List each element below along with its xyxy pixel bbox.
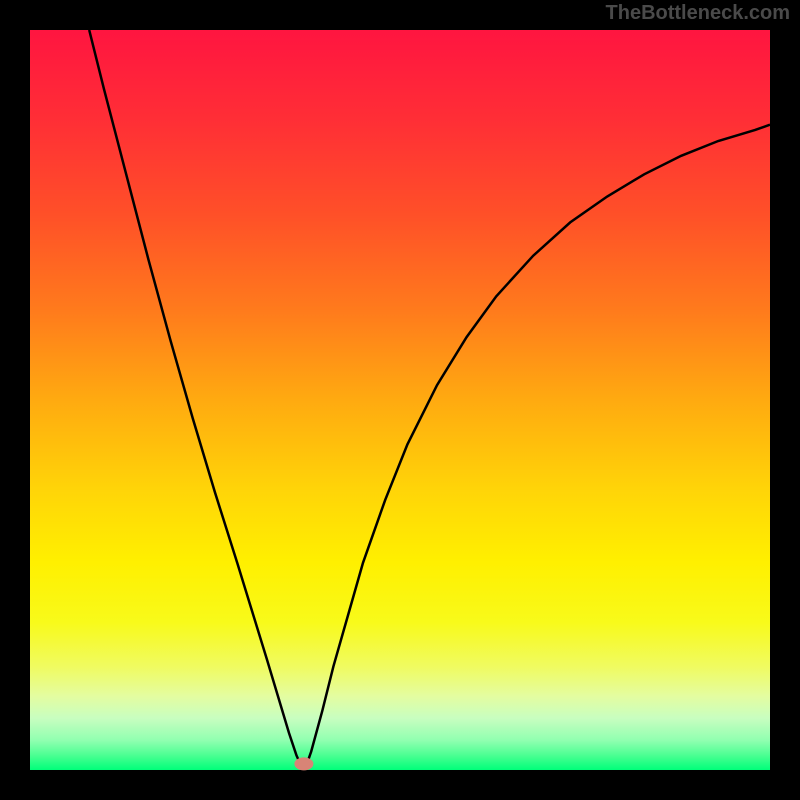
watermark-text: TheBottleneck.com — [606, 2, 790, 25]
plot-area — [30, 30, 770, 770]
gradient-background — [30, 30, 770, 770]
